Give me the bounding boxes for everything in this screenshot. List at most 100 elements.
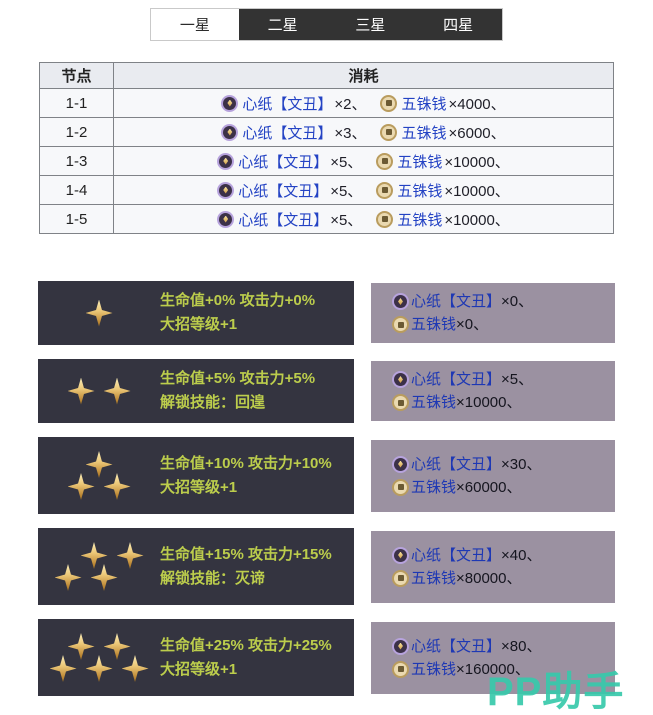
resource-link[interactable]: 心纸【文丑】	[411, 546, 502, 564]
coin-icon	[392, 478, 409, 496]
resource-count: ×4000、	[448, 95, 506, 113]
upgrade-row: 生命值+5% 攻击力+5% 解锁技能：回遑 心纸【文丑】 ×5、 五铢钱 ×10000、	[38, 359, 615, 423]
resource-link[interactable]: 心纸【文丑】	[238, 211, 329, 229]
star-icons	[38, 299, 160, 327]
cost-line: 心纸【文丑】 ×3、 五铢钱 ×6000、	[114, 122, 613, 143]
xinzhi-icon-inner	[394, 548, 407, 562]
resource-link[interactable]: 心纸【文丑】	[238, 182, 329, 200]
xinzhi-icon	[217, 181, 235, 199]
tab-one-star[interactable]: 一星	[151, 9, 239, 40]
resource-link[interactable]: 五铢钱	[401, 95, 447, 113]
resource-count: ×10000、	[444, 153, 510, 171]
bonus-line-1: 生命值+5% 攻击力+5%	[160, 370, 316, 387]
bonus-line-2: 大招等级+1	[160, 316, 238, 333]
resource-link[interactable]: 五铢钱	[397, 182, 443, 200]
upgrade-cost-panel: 心纸【文丑】 ×5、 五铢钱 ×10000、	[371, 361, 615, 421]
resource-link[interactable]: 五铢钱	[411, 660, 457, 678]
node-cell: 1-3	[39, 146, 114, 176]
upgrade-cost-panel: 心纸【文丑】 ×40、 五铢钱 ×80000、	[371, 530, 615, 603]
star-icon	[85, 299, 113, 327]
cost-cell: 心纸【文丑】 ×5、 五铢钱 ×10000、	[113, 204, 614, 234]
resource-link[interactable]: 心纸【文丑】	[242, 124, 333, 142]
cost-row: 心纸【文丑】 ×80、	[392, 635, 615, 658]
column-header-cost: 消耗	[113, 62, 614, 89]
resource-link[interactable]: 五铢钱	[397, 211, 443, 229]
coin-icon-hole	[385, 100, 392, 106]
resource-link[interactable]: 心纸【文丑】	[411, 455, 502, 473]
coin-icon	[392, 660, 409, 678]
table-row: 1-5 心纸【文丑】 ×5、 五铢钱 ×10000、	[39, 204, 614, 234]
tab-four-star[interactable]: 四星	[443, 17, 474, 34]
coin-icon	[392, 569, 409, 587]
resource-count: ×40、	[501, 546, 542, 564]
upgrade-row: 生命值+0% 攻击力+0% 大招等级+1 心纸【文丑】 ×0、 五铢钱 ×0、	[38, 281, 615, 345]
resource-count: ×60000、	[456, 478, 522, 496]
star-row	[67, 633, 131, 660]
xinzhi-icon-gem	[398, 642, 403, 650]
column-header-node: 节点	[39, 62, 114, 89]
upgrade-row: 生命值+10% 攻击力+10% 大招等级+1 心纸【文丑】 ×30、 五铢钱 ×60000…	[38, 437, 615, 514]
resource-count: ×30、	[501, 455, 542, 473]
cost-cell: 心纸【文丑】 ×5、 五铢钱 ×10000、	[113, 146, 614, 176]
xinzhi-icon-inner	[394, 457, 407, 471]
xinzhi-icon-gem	[398, 551, 403, 559]
cost-cell: 心纸【文丑】 ×3、 五铢钱 ×6000、	[113, 117, 614, 147]
xinzhi-icon-gem	[227, 99, 233, 107]
star-row	[67, 473, 131, 500]
resource-link[interactable]: 五铢钱	[411, 569, 457, 587]
coin-icon	[392, 316, 409, 333]
xinzhi-icon-inner	[219, 212, 233, 226]
xinzhi-icon-gem	[227, 128, 233, 136]
tab-two-star[interactable]: 二星	[267, 17, 298, 34]
resource-link[interactable]: 心纸【文丑】	[411, 293, 502, 310]
bonus-line-2: 解锁技能：回遑	[160, 394, 266, 411]
resource-link[interactable]: 五铢钱	[401, 124, 447, 142]
star-icon	[121, 655, 149, 682]
resource-link[interactable]: 心纸【文丑】	[411, 371, 502, 388]
cost-row: 心纸【文丑】 ×0、	[392, 290, 615, 313]
resource-count: ×80、	[501, 637, 542, 655]
coin-icon	[376, 181, 394, 199]
coin-icon-hole	[381, 216, 388, 222]
resource-link[interactable]: 心纸【文丑】	[242, 95, 333, 113]
resource-link[interactable]: 五铢钱	[397, 153, 443, 171]
xinzhi-icon	[221, 123, 239, 141]
cost-cell: 心纸【文丑】 ×2、 五铢钱 ×4000、	[113, 88, 614, 118]
coin-icon-hole	[397, 575, 404, 581]
resource-link[interactable]: 心纸【文丑】	[238, 153, 329, 171]
coin-icon	[376, 210, 394, 228]
resource-link[interactable]: 五铢钱	[411, 394, 457, 411]
xinzhi-icon-inner	[219, 154, 233, 168]
star-icon	[116, 542, 144, 569]
coin-icon-hole	[385, 129, 392, 135]
cost-row: 五铢钱 ×60000、	[392, 476, 615, 499]
cost-row: 心纸【文丑】 ×30、	[392, 453, 615, 476]
bonus-line-2: 大招等级+1	[160, 478, 238, 496]
star-tabbar: 一星 二星 三星 四星	[150, 8, 503, 41]
node-cost-table: 节点 消耗 1-1 心纸【文丑】 ×2、 五铢钱 ×4000、 1-2 心纸【文丑】 ×3、五…	[39, 62, 614, 234]
resource-link[interactable]: 五铢钱	[411, 316, 457, 333]
star-row	[67, 377, 131, 405]
resource-link[interactable]: 五铢钱	[411, 478, 457, 496]
coin-icon-hole	[397, 321, 404, 328]
resource-count: ×160000、	[456, 660, 530, 678]
coin-icon	[380, 123, 398, 141]
star-row	[85, 299, 113, 327]
node-cell: 1-2	[39, 117, 114, 147]
node-cell: 1-4	[39, 175, 114, 205]
star-bonus-panel: 生命值+5% 攻击力+5% 解锁技能：回遑	[38, 359, 354, 423]
xinzhi-icon-inner	[394, 639, 407, 653]
star-icon	[49, 655, 77, 682]
xinzhi-icon-inner	[394, 373, 407, 386]
cost-row: 五铢钱 ×0、	[392, 313, 615, 336]
tab-three-star[interactable]: 三星	[355, 17, 386, 34]
xinzhi-icon-gem	[223, 157, 229, 165]
coin-icon	[392, 394, 409, 411]
star-icon	[103, 377, 131, 405]
resource-link[interactable]: 心纸【文丑】	[411, 637, 502, 655]
cost-row: 心纸【文丑】 ×40、	[392, 544, 615, 567]
star-icon	[103, 473, 131, 500]
bonus-text: 生命值+0% 攻击力+0% 大招等级+1	[160, 289, 354, 337]
coin-icon-hole	[397, 484, 404, 490]
cost-line: 心纸【文丑】 ×5、 五铢钱 ×10000、	[114, 180, 613, 201]
